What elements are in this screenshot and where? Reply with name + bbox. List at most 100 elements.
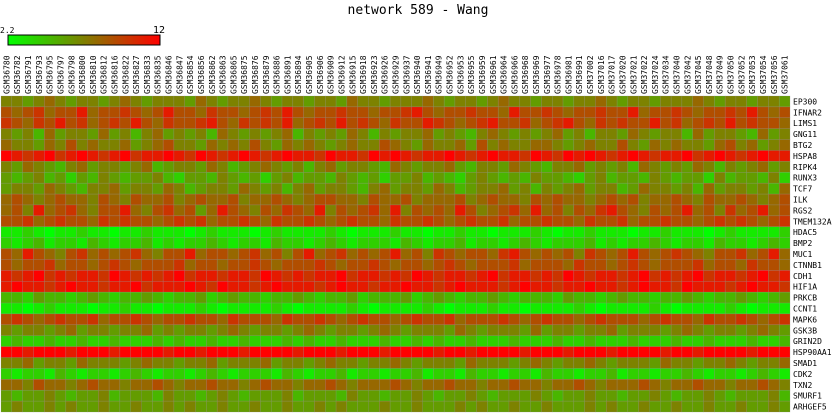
heatmap-cell <box>108 161 121 173</box>
heatmap-cell <box>400 248 412 260</box>
heatmap-cell <box>335 117 348 129</box>
heatmap-cell <box>98 259 110 271</box>
heatmap-cell <box>11 215 23 228</box>
heatmap-cell <box>616 324 629 336</box>
heatmap-cell <box>681 400 693 413</box>
heatmap-cell <box>314 302 326 315</box>
heatmap-cell <box>433 150 445 162</box>
heatmap-cell <box>314 259 326 271</box>
heatmap-cell <box>530 280 542 293</box>
heatmap-cell <box>98 280 110 293</box>
heatmap-cell <box>584 237 596 249</box>
heatmap-cell <box>379 313 391 326</box>
heatmap-cell <box>389 357 402 369</box>
heatmap-cell <box>281 117 294 129</box>
heatmap-cell <box>65 215 77 228</box>
heatmap-cell <box>703 117 715 129</box>
heatmap-cell <box>735 368 748 380</box>
heatmap-cell <box>281 150 294 162</box>
column-label: GSM36879 <box>262 55 271 94</box>
heatmap-cell <box>260 106 272 119</box>
heatmap-cell <box>746 346 758 358</box>
heatmap-cell <box>227 117 240 129</box>
heatmap-cell <box>346 215 358 228</box>
heatmap-cell <box>595 291 607 304</box>
heatmap-cell <box>379 379 391 391</box>
heatmap-cell <box>216 161 229 173</box>
heatmap-cell <box>33 379 45 391</box>
heatmap-cell <box>249 215 261 228</box>
heatmap-cell <box>768 335 780 347</box>
heatmap-cell <box>130 346 142 358</box>
heatmap-cell <box>562 291 575 304</box>
heatmap-cell <box>11 172 23 184</box>
heatmap-cell <box>206 379 218 391</box>
heatmap-cell <box>33 161 45 173</box>
heatmap-cell <box>130 368 142 380</box>
heatmap-cell <box>195 128 207 140</box>
heatmap-cell <box>54 237 67 249</box>
heatmap-cell <box>108 182 121 195</box>
heatmap-cell <box>65 291 77 304</box>
heatmap-cell <box>735 106 748 119</box>
heatmap-cell <box>757 302 769 315</box>
heatmap-cell <box>173 335 185 347</box>
heatmap-cell <box>292 139 304 151</box>
heatmap-cell <box>714 324 726 336</box>
heatmap-cell <box>454 302 467 315</box>
heatmap-cell <box>454 139 467 151</box>
heatmap-cell <box>703 335 715 347</box>
heatmap-cell <box>433 368 445 380</box>
heatmap-cell <box>184 313 196 326</box>
heatmap-cell <box>541 172 553 184</box>
heatmap-cell <box>724 379 737 391</box>
heatmap-cell <box>551 106 564 119</box>
heatmap-cell <box>249 139 261 151</box>
heatmap-cell <box>195 357 207 369</box>
heatmap-cell <box>541 95 553 108</box>
heatmap-cell <box>606 280 618 293</box>
heatmap-cell <box>76 95 88 108</box>
heatmap-cell <box>681 106 693 119</box>
heatmap-cell <box>411 324 423 336</box>
heatmap-cell <box>670 313 683 326</box>
heatmap-cell <box>660 324 672 336</box>
heatmap-cell <box>292 379 304 391</box>
heatmap-cell <box>606 150 618 162</box>
heatmap-cell <box>216 182 229 195</box>
heatmap-cell <box>551 291 564 304</box>
heatmap-cell <box>746 226 758 238</box>
heatmap-cell <box>660 313 672 326</box>
heatmap-cell <box>638 106 650 119</box>
heatmap-cell <box>162 204 175 217</box>
heatmap-cell <box>551 389 564 402</box>
heatmap-cell <box>173 95 185 108</box>
heatmap-cell <box>22 193 34 206</box>
heatmap-cell <box>206 106 218 119</box>
heatmap-cell <box>487 389 499 402</box>
heatmap-cell <box>692 117 704 129</box>
heatmap-cell <box>206 357 218 369</box>
heatmap-cell <box>735 259 748 271</box>
heatmap-cell <box>119 106 131 119</box>
heatmap-cell <box>238 291 250 304</box>
heatmap-cell <box>606 117 618 129</box>
heatmap-cell <box>11 400 23 413</box>
heatmap-cell <box>497 193 510 206</box>
heatmap-cell <box>508 139 521 151</box>
heatmap-cell <box>551 128 564 140</box>
heatmap-cell <box>292 248 304 260</box>
heatmap-cell <box>281 139 294 151</box>
heatmap-cell <box>108 215 121 228</box>
heatmap-cell <box>368 193 380 206</box>
heatmap-cell <box>530 95 542 108</box>
heatmap-cell <box>43 313 56 326</box>
heatmap-cell <box>400 335 412 347</box>
heatmap-cell <box>519 161 531 173</box>
heatmap-cell <box>768 128 780 140</box>
heatmap-cell <box>130 172 142 184</box>
heatmap-cell <box>616 150 629 162</box>
heatmap-cell <box>260 193 272 206</box>
heatmap-cell <box>465 128 477 140</box>
heatmap-cell <box>649 259 661 271</box>
